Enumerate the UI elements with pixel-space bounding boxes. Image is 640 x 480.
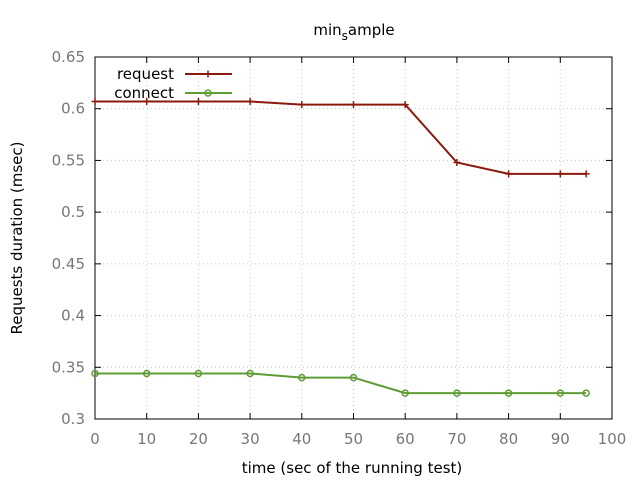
- y-tick-label: 0.4: [61, 307, 85, 325]
- y-tick-label: 0.55: [52, 151, 85, 169]
- data-point-request: [582, 170, 590, 178]
- y-tick-label: 0.3: [61, 410, 85, 428]
- x-tick-label: 90: [551, 430, 570, 448]
- data-point-request: [556, 170, 564, 178]
- x-axis-label: time (sec of the running test): [242, 459, 463, 477]
- y-tick-label: 0.65: [52, 48, 85, 66]
- data-point-connect: [246, 369, 254, 378]
- data-point-connect: [298, 373, 306, 382]
- chart-title: minsample: [313, 21, 394, 43]
- legend-marker-connect: [204, 89, 212, 97]
- data-point-connect: [504, 389, 513, 397]
- x-tick-label: 70: [447, 430, 466, 448]
- y-tick-label: 0.35: [52, 358, 85, 376]
- x-tick-label: 100: [598, 430, 627, 448]
- data-point-request: [194, 97, 202, 105]
- data-point-request: [143, 97, 151, 105]
- data-point-connect: [582, 389, 590, 397]
- data-point-connect: [401, 389, 409, 397]
- x-tick-label: 30: [241, 430, 260, 448]
- y-axis-label: Requests duration (msec): [8, 141, 26, 334]
- data-point-request: [350, 101, 357, 109]
- data-point-request: [453, 158, 461, 166]
- x-tick-label: 60: [396, 430, 415, 448]
- data-point-connect: [194, 369, 203, 378]
- legend-label-connect: connect: [114, 84, 174, 102]
- data-point-connect: [142, 369, 151, 378]
- chart-title-suffix: ample: [348, 21, 395, 39]
- series-group: [91, 97, 590, 397]
- x-tick-label: 10: [137, 430, 156, 448]
- data-point-connect: [453, 389, 461, 397]
- y-tick-label: 0.6: [61, 100, 85, 118]
- x-tick-label: 0: [90, 430, 100, 448]
- data-point-request: [505, 170, 513, 178]
- x-tick-label: 80: [499, 430, 518, 448]
- data-point-connect: [91, 369, 99, 378]
- data-point-request: [298, 101, 306, 109]
- data-point-request: [401, 101, 409, 109]
- series-line-connect: [95, 372, 587, 395]
- y-tick-label: 0.5: [61, 203, 85, 221]
- axis-ticks: 0 10 20 30 40 50 60 70 80 90 100 0.3 0.35 0.4 0.45 0.5 0…: [52, 48, 627, 448]
- grid: [95, 57, 612, 419]
- x-tick-label: 20: [189, 430, 208, 448]
- x-tick-label: 40: [292, 430, 311, 448]
- data-point-connect: [556, 389, 565, 397]
- legend-label-request: request: [117, 65, 174, 83]
- y-tick-label: 0.45: [52, 255, 85, 273]
- data-point-connect: [349, 373, 358, 382]
- chart-title-subscript: s: [342, 29, 348, 43]
- data-point-request: [91, 97, 99, 105]
- x-tick-label: 50: [344, 430, 363, 448]
- series-line-request: [95, 100, 587, 175]
- data-point-request: [246, 97, 254, 105]
- legend-marker-request: [204, 70, 212, 78]
